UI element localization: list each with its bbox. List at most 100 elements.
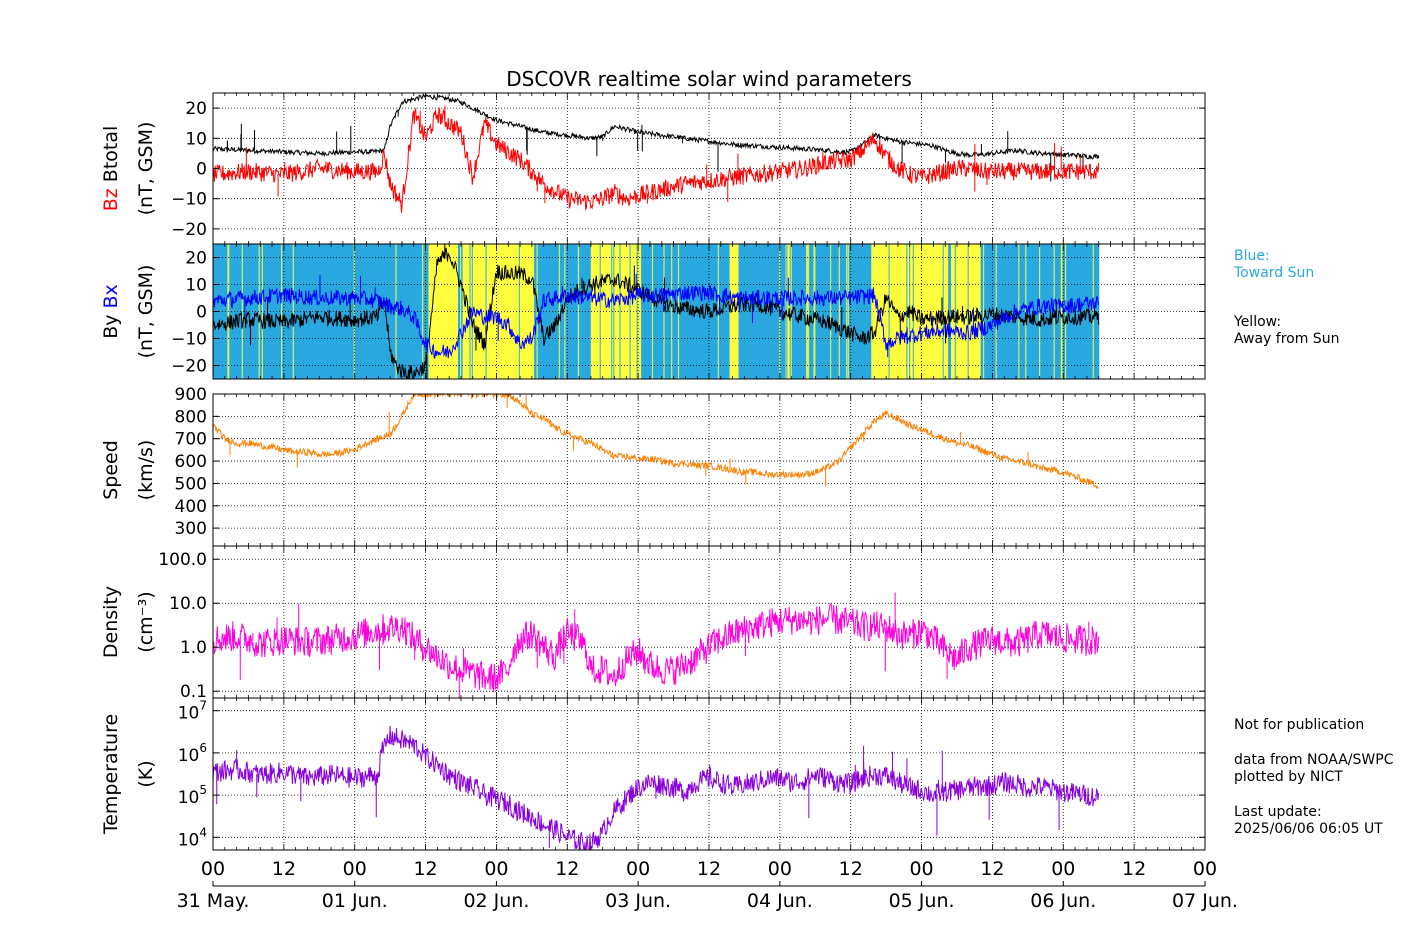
- yellow-legend-desc: Away from Sun: [1234, 331, 1340, 347]
- x-tick-label: 12: [413, 858, 437, 880]
- blue-legend-title: Blue:: [1234, 248, 1270, 264]
- sector-streak: [422, 244, 424, 379]
- sector-streak: [830, 244, 832, 379]
- sector-streak: [942, 244, 944, 379]
- sector-streak: [611, 244, 613, 379]
- x-tick-label: 12: [980, 858, 1004, 880]
- y-tick-base: 10: [178, 746, 200, 766]
- sector-streak: [619, 244, 621, 379]
- x-tick-label: 12: [1122, 858, 1146, 880]
- sector-toward: [948, 244, 952, 379]
- series-group: [213, 244, 1100, 379]
- sector-streak: [888, 244, 890, 379]
- series-group: [213, 93, 1100, 213]
- y-tick-exp: 4: [199, 825, 207, 839]
- y-tick-base: 10: [178, 704, 200, 724]
- x-tick-label: 12: [697, 858, 721, 880]
- y-axis-series-label: Bz: [100, 188, 122, 211]
- sector-streak: [814, 244, 816, 379]
- sector-streak: [807, 244, 810, 379]
- y-tick-label: −20: [171, 220, 207, 240]
- data-source: data from NOAA/SWPC: [1234, 752, 1394, 768]
- panel-btotal_bz: 20 10 0 −10 −20 Bz Btotal (nT, GSM): [100, 92, 1206, 245]
- y-tick-base: 10: [178, 830, 200, 850]
- x-tick-label: 00: [484, 858, 508, 880]
- y-axis-series-label: Btotal: [100, 126, 122, 189]
- sector-streak: [1092, 244, 1094, 379]
- last-update-label: Last update:: [1234, 804, 1322, 820]
- series-bz: [213, 107, 1100, 213]
- y-tick-label: 107: [178, 699, 207, 724]
- sector-streak: [1025, 244, 1027, 379]
- y-tick-label: −10: [171, 330, 207, 350]
- y-tick-exp: 7: [199, 699, 207, 713]
- x-tick-label: 00: [201, 858, 225, 880]
- sector-streak: [577, 244, 580, 379]
- date-label: 03 Jun.: [605, 890, 671, 912]
- sector-streak: [847, 244, 849, 379]
- y-tick-label: 100.0: [158, 550, 207, 570]
- sector-streak: [636, 244, 638, 379]
- y-tick-label: 900: [175, 385, 207, 405]
- date-label: 07 Jun.: [1172, 890, 1238, 912]
- series-density: [213, 602, 1100, 693]
- blue-legend-desc: Toward Sun: [1234, 265, 1315, 281]
- sector-streak: [651, 244, 654, 379]
- y-axis-unit: (nT, GSM): [135, 122, 157, 216]
- sector-streak: [954, 244, 956, 379]
- sector-streak: [258, 244, 260, 379]
- y-tick-label: 10: [185, 129, 207, 149]
- sector-streak: [558, 244, 560, 379]
- sector-streak: [671, 244, 673, 379]
- yellow-legend-title: Yellow:: [1234, 314, 1282, 330]
- y-axis-unit: (K): [135, 760, 157, 787]
- last-update-time: 2025/06/06 06:05 UT: [1234, 821, 1383, 837]
- y-tick-label: 400: [175, 497, 207, 517]
- y-axis-series-label: Bx: [100, 284, 122, 314]
- y-tick-label: −10: [171, 190, 207, 210]
- y-tick-label: 300: [175, 519, 207, 539]
- y-tick-label: 104: [178, 825, 207, 850]
- date-label: 31 May.: [177, 890, 250, 912]
- sector-streak: [459, 244, 462, 379]
- sector-streak: [982, 244, 985, 379]
- y-tick-label: 800: [175, 407, 207, 427]
- panel-by_bx: 20 10 0 −10 −20 By Bx (nT, GSM): [100, 243, 1206, 380]
- series-group: [213, 725, 1100, 850]
- x-tick-label: 12: [555, 858, 579, 880]
- x-tick-label: 00: [1051, 858, 1075, 880]
- y-tick-label: 0.1: [180, 682, 207, 702]
- y-tick-label: 600: [175, 452, 207, 472]
- date-label: 04 Jun.: [747, 890, 813, 912]
- y-tick-label: 106: [178, 741, 207, 766]
- y-tick-label: 10: [185, 276, 207, 296]
- y-axis-label: Temperature: [100, 714, 122, 835]
- y-tick-label: 1.0: [180, 638, 207, 658]
- x-tick-label: 12: [272, 858, 296, 880]
- sector-streak: [281, 244, 283, 379]
- date-label: 05 Jun.: [889, 890, 955, 912]
- sector-streak: [261, 244, 263, 379]
- y-axis-label: Bz Btotal: [100, 126, 122, 212]
- y-axis-label: Speed: [100, 440, 122, 500]
- y-tick-label: 500: [175, 474, 207, 494]
- sector-streak: [838, 244, 840, 379]
- sector-streak: [471, 244, 473, 379]
- y-axis-unit: (km/s): [135, 440, 157, 501]
- x-tick-label: 00: [626, 858, 650, 880]
- plotter-credit: plotted by NICT: [1234, 769, 1343, 785]
- series-by: [213, 247, 1100, 379]
- date-label: 01 Jun.: [322, 890, 388, 912]
- series-group: [213, 592, 1100, 698]
- y-tick-label: 700: [175, 430, 207, 450]
- y-axis-series-label: By: [100, 315, 122, 339]
- sector-streak: [789, 244, 791, 379]
- date-label: 06 Jun.: [1030, 890, 1096, 912]
- y-tick-label: 0: [196, 303, 207, 323]
- sector-streak: [805, 244, 808, 379]
- sector-streak: [227, 244, 229, 379]
- y-tick-label: 0: [196, 160, 207, 180]
- x-tick-label: 00: [1193, 858, 1217, 880]
